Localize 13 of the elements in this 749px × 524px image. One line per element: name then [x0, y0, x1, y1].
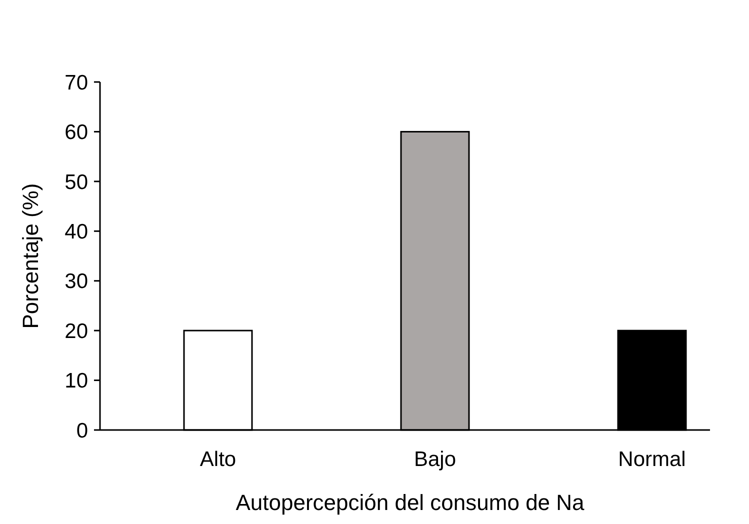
y-tick-label: 30: [64, 270, 88, 294]
y-tick-label: 60: [64, 121, 88, 144]
y-tick-label: 20: [64, 320, 88, 343]
y-axis-title: Porcentaje (%): [18, 183, 43, 329]
x-tick-label: Normal: [618, 448, 686, 471]
x-tick-label: Alto: [200, 448, 236, 471]
y-tick-label: 40: [64, 220, 88, 244]
y-tick-label: 10: [64, 370, 88, 393]
x-axis-title: Autopercepción del consumo de Na: [236, 490, 586, 515]
y-tick-label: 70: [64, 71, 88, 94]
x-tick-label: Bajo: [414, 448, 456, 471]
y-tick-label: 0: [76, 419, 88, 442]
y-tick-label: 50: [64, 170, 88, 194]
